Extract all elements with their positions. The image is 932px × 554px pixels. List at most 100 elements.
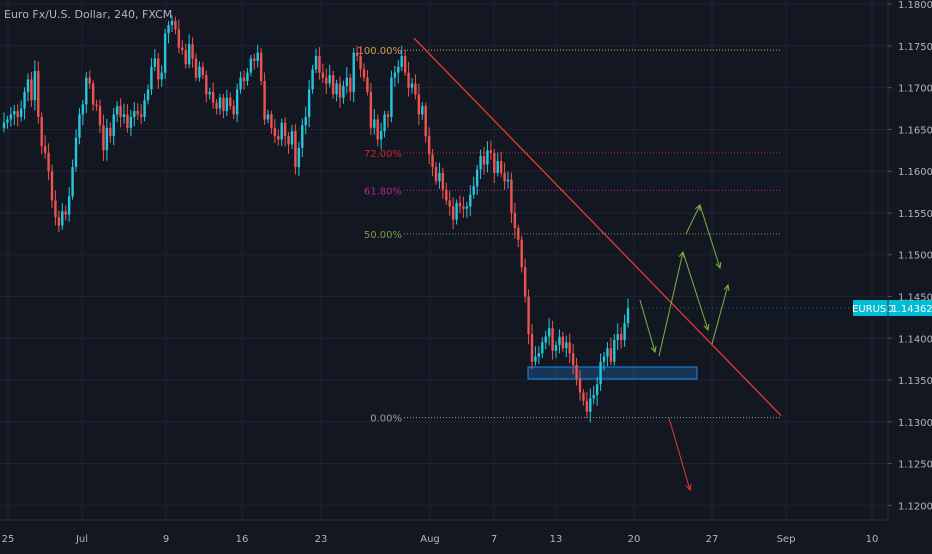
symbol-tag <box>853 300 893 317</box>
projection-arrow-head <box>715 261 722 270</box>
candle-body <box>201 66 205 76</box>
candle-body <box>331 75 335 95</box>
x-tick-label: 9 <box>163 534 169 545</box>
candle-body <box>294 131 297 168</box>
chart-title: Euro Fx/U.S. Dollar, 240, FXCM <box>4 8 173 21</box>
candle-body <box>277 136 280 140</box>
candle-body <box>379 131 383 140</box>
candle-body <box>589 398 592 412</box>
candle-body <box>599 361 602 385</box>
support-zone <box>527 366 698 380</box>
candle-body <box>318 55 321 73</box>
candle-body <box>153 58 157 67</box>
candle-body <box>458 202 462 207</box>
candle-body <box>61 211 64 226</box>
candle-body <box>85 77 88 105</box>
candle-body <box>95 104 98 107</box>
candle-body <box>64 211 67 215</box>
candle-body <box>280 122 283 140</box>
candle-body <box>307 89 311 117</box>
projection-arrow <box>682 251 709 331</box>
candle-body <box>150 66 153 90</box>
candle-body <box>602 356 606 362</box>
projection-arrow <box>658 251 684 357</box>
candle-body <box>290 131 294 145</box>
candle-body <box>506 179 510 182</box>
candle-body <box>561 336 565 349</box>
y-tick-label: 1.13000 <box>898 418 932 429</box>
y-tick-label: 1.17500 <box>898 42 932 53</box>
candle-body <box>146 89 150 101</box>
candle-body <box>393 72 397 78</box>
candle-body <box>311 69 314 90</box>
candle-body <box>198 66 201 78</box>
candle-body <box>54 200 57 218</box>
candle-body <box>462 206 465 209</box>
candle-body <box>328 75 331 84</box>
candle-body <box>43 146 47 153</box>
x-tick-label: Sep <box>777 534 796 545</box>
candle-body <box>30 79 33 101</box>
x-tick-label: 27 <box>706 534 719 545</box>
candle-body <box>455 202 458 220</box>
candle-body <box>225 97 229 112</box>
candle-body <box>530 334 534 362</box>
candle-body <box>232 106 235 115</box>
fib-level-label: 72.00% <box>364 149 402 160</box>
projection-arrow-head <box>650 346 657 354</box>
grid <box>0 0 888 520</box>
candle-body <box>67 196 71 215</box>
candle-body <box>112 114 115 137</box>
candle-body <box>582 392 585 401</box>
candle-body <box>191 44 194 59</box>
candle-body <box>503 172 506 182</box>
candle-body <box>71 167 74 197</box>
annotations: 100.00% 72.00% 61.80% 50.00% 0.00% <box>358 46 780 425</box>
candle-body <box>355 52 359 56</box>
candle-body <box>585 400 589 412</box>
candle-body <box>229 97 232 107</box>
candle-body <box>81 104 85 115</box>
candle-body <box>160 72 163 80</box>
candle-body <box>592 395 595 399</box>
candle-body <box>184 50 187 65</box>
candle-body <box>33 70 37 101</box>
candle-body <box>263 81 266 120</box>
candle-body <box>235 89 239 115</box>
candle-body <box>205 75 208 95</box>
fib-level-label: 61.80% <box>364 186 402 197</box>
candle-body <box>520 239 523 268</box>
candle-body <box>19 108 23 117</box>
candle-body <box>551 328 554 351</box>
candle-body <box>181 47 184 51</box>
candle-body <box>609 348 613 362</box>
projection-arrow-head <box>685 483 692 492</box>
candle-body <box>400 55 403 67</box>
x-tick-label: 23 <box>315 534 328 545</box>
candle-body <box>246 72 249 82</box>
candle-body <box>558 336 561 345</box>
candle-body <box>482 156 486 165</box>
candle-body <box>434 167 438 182</box>
y-tick-label: 1.12000 <box>898 501 932 512</box>
candle-body <box>47 152 50 172</box>
candle-body <box>537 353 541 357</box>
candle-body <box>259 52 263 82</box>
candle-body <box>427 136 431 155</box>
candle-body <box>362 69 366 78</box>
candle-body <box>239 77 242 90</box>
candle-body <box>273 127 277 137</box>
candle-body <box>9 114 13 120</box>
candle-body <box>133 111 136 117</box>
candle-body <box>421 106 424 115</box>
candle-body <box>40 116 43 147</box>
candle-body <box>174 20 177 30</box>
candle-body <box>136 111 139 115</box>
candle-body <box>256 52 259 61</box>
candle-body <box>143 100 146 117</box>
candle-body <box>489 150 493 153</box>
projection-arrow-head <box>723 283 730 291</box>
candle-body <box>565 342 568 349</box>
